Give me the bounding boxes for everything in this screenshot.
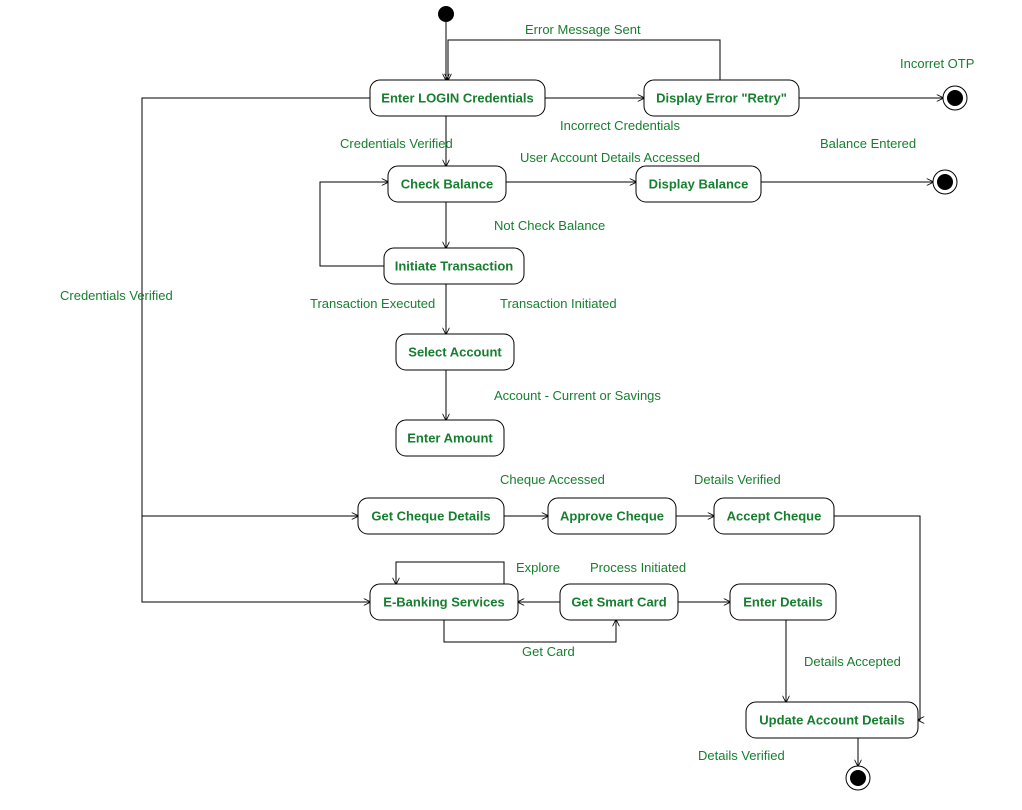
edge-label: Error Message Sent: [525, 22, 641, 37]
edge-label: User Account Details Accessed: [520, 150, 700, 165]
node-label: Update Account Details: [759, 712, 904, 727]
edge-label: Account - Current or Savings: [494, 388, 661, 403]
edge-e-error-login: [448, 40, 720, 80]
node-label: Get Cheque Details: [371, 508, 490, 523]
edge-e-ebank-card: [444, 620, 616, 642]
node-label: Display Balance: [649, 176, 749, 191]
edge-e-acc-upd: [834, 516, 920, 720]
edge-label: Details Verified: [698, 748, 785, 763]
node-label: Enter Amount: [407, 430, 493, 445]
initial-node: [438, 6, 454, 22]
edge-label: Balance Entered: [820, 136, 916, 151]
edge-label: Incorret OTP: [900, 56, 974, 71]
node-label: Approve Cheque: [560, 508, 664, 523]
node-label: Get Smart Card: [571, 594, 666, 609]
edge-label: Details Verified: [694, 472, 781, 487]
final-node-dot: [850, 770, 866, 786]
final-node-dot: [947, 90, 963, 106]
edge-label: Transaction Initiated: [500, 296, 617, 311]
node-label: Enter LOGIN Credentials: [381, 90, 533, 105]
edge-label: Not Check Balance: [494, 218, 605, 233]
edge-label: Explore: [516, 560, 560, 575]
edge-label: Process Initiated: [590, 560, 686, 575]
edge-e-init-check: [320, 182, 388, 266]
edge-label: Credentials Verified: [340, 136, 453, 151]
node-label: Initiate Transaction: [395, 258, 514, 273]
edge-label: Details Accepted: [804, 654, 901, 669]
node-label: Display Error "Retry": [656, 90, 787, 105]
node-label: Accept Cheque: [727, 508, 822, 523]
node-label: Check Balance: [401, 176, 494, 191]
activity-diagram: Enter LOGIN Credentials Display Error "Re…: [0, 0, 1022, 810]
edge-e-ebank-explore: [396, 562, 504, 584]
node-label: Enter Details: [743, 594, 822, 609]
edge-label: Credentials Verified: [60, 288, 173, 303]
edge-label: Cheque Accessed: [500, 472, 605, 487]
node-label: Select Account: [408, 344, 502, 359]
node-label: E-Banking Services: [383, 594, 504, 609]
edge-label: Get Card: [522, 644, 575, 659]
edge-label: Incorrect Credentials: [560, 118, 680, 133]
final-node-dot: [937, 174, 953, 190]
edge-e-login-ebank: [142, 516, 370, 602]
edge-label: Transaction Executed: [310, 296, 435, 311]
